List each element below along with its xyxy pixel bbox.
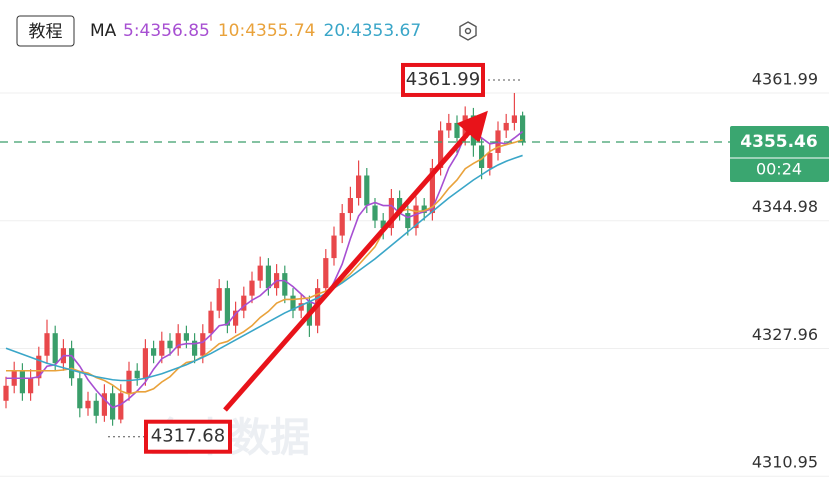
candle-body [44, 333, 50, 356]
candle-body [93, 400, 99, 416]
candle-body [479, 145, 485, 168]
candle-body [380, 220, 386, 229]
candle-body [69, 348, 75, 379]
ma-line [5, 154, 523, 382]
ma-line [6, 129, 524, 409]
candle-body [290, 295, 296, 311]
legend-entry: 5:4356.85 [123, 21, 210, 41]
legend-entry: 20:4353.67 [324, 21, 422, 41]
candle-body [134, 370, 140, 379]
tutorial-label: 教程 [29, 22, 63, 42]
candle-body [77, 378, 83, 409]
countdown-label: 00:24 [756, 160, 802, 179]
candle-body [249, 280, 255, 296]
candle-body [19, 370, 25, 394]
tutorial-button[interactable] [16, 15, 75, 47]
current-price-label: 4355.46 [740, 132, 817, 152]
candle-body [175, 333, 181, 349]
candle-body [454, 122, 460, 138]
candle-body [200, 333, 206, 356]
candle-body [216, 288, 222, 311]
candle-body [331, 235, 337, 259]
candle-body [126, 370, 132, 394]
y-tick-label: 4310.95 [752, 453, 818, 472]
candle-body [142, 348, 148, 379]
candle-body [347, 198, 353, 214]
candle-body [520, 115, 526, 143]
candle-body [405, 213, 411, 229]
candle-body [323, 258, 329, 289]
candle-body [429, 167, 435, 214]
candle-body [397, 198, 403, 214]
candle-body [28, 378, 34, 394]
legend-entry: 10:4355.74 [218, 21, 316, 41]
candle-body [224, 288, 230, 326]
y-tick-label: 4361.99 [752, 69, 818, 88]
candle-body [487, 152, 493, 168]
candle-body [151, 348, 157, 356]
candle-body [413, 205, 419, 229]
arrow [223, 110, 488, 412]
candle-body [52, 333, 58, 364]
candle-body [85, 400, 91, 409]
candle-body [446, 122, 452, 131]
candle-body [364, 175, 370, 206]
candle-body [159, 340, 165, 356]
candle-body [298, 303, 304, 311]
candle-body [257, 265, 263, 281]
candle-body [183, 333, 189, 341]
current-price-box [730, 126, 829, 183]
candle-body [421, 205, 427, 214]
candle-body [241, 295, 247, 311]
candle-body [265, 265, 271, 289]
candle-body [192, 340, 198, 356]
indicator-label: MA [90, 21, 117, 41]
candle-body [36, 355, 42, 379]
high-label: 4361.99 [406, 69, 480, 90]
candle-body [282, 273, 288, 296]
candle-body [208, 310, 214, 334]
low-box [144, 419, 232, 454]
candle-body [438, 130, 444, 168]
candle-body [339, 213, 345, 236]
settings-icon[interactable] [459, 21, 477, 41]
candle-body [167, 340, 173, 349]
candle-body [233, 310, 239, 326]
high-box [401, 62, 485, 97]
candle-body [3, 385, 9, 401]
candle-body [101, 393, 107, 416]
candle-body [372, 205, 378, 221]
candle-body [388, 198, 394, 229]
y-tick-label: 4327.96 [752, 325, 818, 344]
candle-body [511, 115, 517, 123]
low-label: 4317.68 [151, 426, 225, 447]
y-tick-label: 4344.98 [752, 197, 818, 216]
candle-body [503, 122, 509, 131]
candle-body [356, 175, 362, 199]
candle-body [118, 393, 124, 420]
